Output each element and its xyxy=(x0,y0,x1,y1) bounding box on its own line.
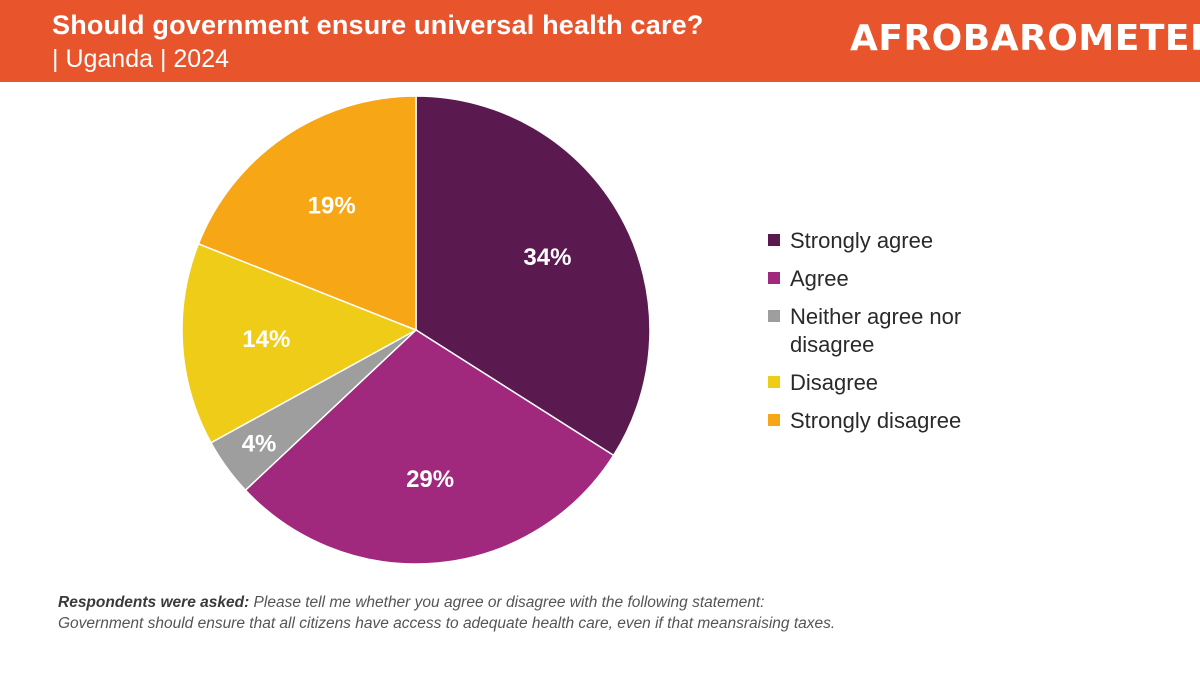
chart-subtitle: | Uganda | 2024 xyxy=(52,45,230,73)
legend-item-agree: Agree xyxy=(768,265,1068,293)
pie-slice-agree xyxy=(244,329,615,565)
legend-swatch xyxy=(768,414,780,426)
legend-swatch xyxy=(768,376,780,388)
legend-item-disagree: Disagree xyxy=(768,369,1068,397)
pie-slice-strongly-agree xyxy=(415,95,651,457)
legend-label: Strongly disagree xyxy=(790,408,962,433)
data-label-neither-agree-nor-disagree: 4% xyxy=(242,431,277,458)
chart-title: Should government ensure universal healt… xyxy=(52,10,704,40)
data-label-strongly-agree: 34% xyxy=(523,244,571,271)
legend-item-strongly-agree: Strongly agree xyxy=(768,227,1068,255)
legend-label: Neither agree nor disagree xyxy=(790,304,962,357)
pie-chart: 34% 29% 4% 14% 19% xyxy=(181,95,651,565)
legend-swatch xyxy=(768,310,780,322)
legend-swatch xyxy=(768,272,780,284)
legend-item-strongly-disagree: Strongly disagree xyxy=(768,407,1068,435)
legend-label: Agree xyxy=(790,266,849,291)
legend-swatch xyxy=(768,234,780,246)
legend-label: Strongly agree xyxy=(790,228,934,253)
footnote: Respondents were asked: Please tell me w… xyxy=(58,592,1158,634)
legend-label: Disagree xyxy=(790,370,879,395)
footnote-label: Respondents were asked: xyxy=(58,594,250,611)
legend-item-neither: Neither agree nor disagree xyxy=(768,303,1010,359)
footnote-text-line1: Please tell me whether you agree or disa… xyxy=(249,594,765,611)
pie-slice-strongly-disagree xyxy=(197,95,417,332)
data-label-agree: 29% xyxy=(406,466,454,493)
data-label-strongly-disagree: 19% xyxy=(308,192,356,219)
pie-slice-disagree xyxy=(181,242,418,444)
afrobarometer-logo: AFROBAROMETER xyxy=(850,18,1200,59)
footnote-text-line2: Government should ensure that all citize… xyxy=(58,615,836,632)
data-label-disagree: 14% xyxy=(242,326,290,353)
legend: Strongly agree Agree Neither agree nor d… xyxy=(768,227,1068,445)
header-bar: Should government ensure universal healt… xyxy=(0,0,1200,82)
